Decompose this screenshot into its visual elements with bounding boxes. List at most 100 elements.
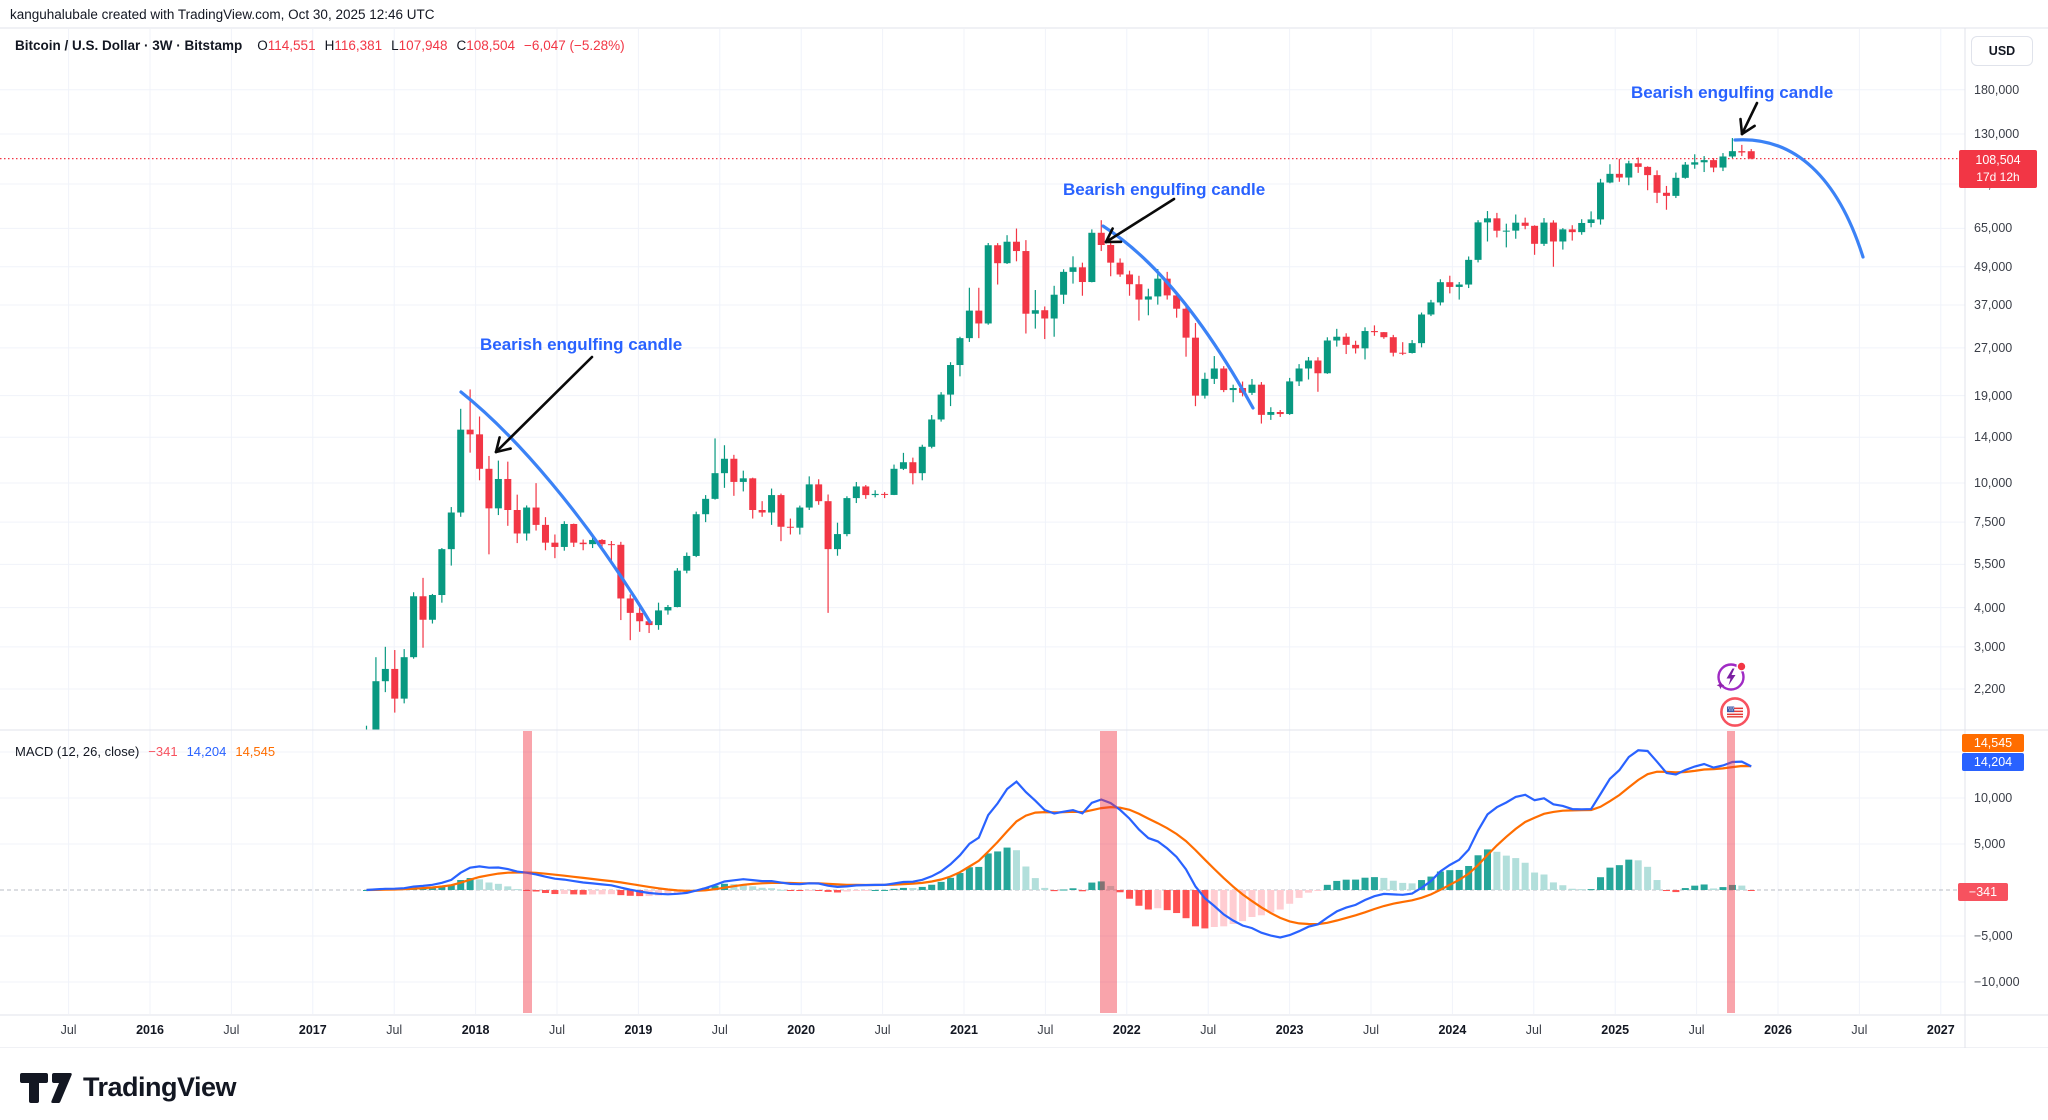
macd-hist-bar [1305, 890, 1312, 893]
candle-body [1578, 222, 1586, 233]
highlight-band [1727, 731, 1735, 1013]
time-tick-label: 2018 [461, 1023, 490, 1037]
candle-body [1521, 222, 1529, 226]
macd-hist-bar [1333, 880, 1341, 890]
candle-body [1597, 182, 1605, 220]
time-tick-label: 2019 [624, 1023, 653, 1037]
macd-hist-bar [476, 879, 484, 890]
candle-body [1634, 163, 1642, 167]
candle-body [1333, 336, 1341, 341]
macd-hist-bar [1163, 890, 1171, 911]
macd-hist-bar [532, 890, 540, 892]
price-tick-label: 14,000 [1974, 430, 2013, 445]
symbol-row[interactable]: Bitcoin / U.S. Dollar · 3W · Bitstamp O1… [15, 38, 625, 53]
candle-body [928, 419, 936, 447]
candle-body [504, 478, 512, 511]
candle-body [805, 484, 813, 508]
macd-hist-bar [1625, 859, 1633, 890]
candle-body [1747, 151, 1755, 159]
macd-hist-bar [824, 890, 832, 892]
annotation-bearish-engulfing-2018[interactable]: Bearish engulfing candle [480, 335, 683, 354]
candle-body [1389, 337, 1397, 353]
price-tick-label: 37,000 [1974, 297, 2013, 312]
macd-hist-bar [1672, 890, 1680, 893]
annotation-arrow [1739, 101, 1759, 136]
candle-body [1220, 368, 1228, 391]
macd-hist-bar [1126, 890, 1134, 899]
macd-hist-bar [513, 889, 521, 891]
candle-body [589, 539, 597, 545]
macd-hist-bar [1267, 890, 1275, 913]
candle-body [692, 514, 700, 556]
macd-hist-bar [1465, 865, 1473, 890]
macd-hist-bar [664, 890, 672, 895]
candle-body [711, 473, 719, 499]
candle-body [513, 510, 521, 534]
candle-body [758, 510, 766, 513]
candle-body [1568, 229, 1576, 233]
symbol-title[interactable]: Bitcoin / U.S. Dollar · 3W · Bitstamp [15, 38, 243, 53]
annotation-bearish-engulfing-2021[interactable]: Bearish engulfing candle [1063, 180, 1266, 199]
macd-hist-bar [1681, 888, 1689, 890]
macd-hist-bar [890, 888, 898, 890]
indicator-title[interactable]: MACD (12, 26, close) [15, 744, 140, 759]
candle-body [739, 478, 747, 482]
macd-hist-bar [636, 890, 644, 897]
candle-body [1615, 173, 1623, 178]
macd-hist-bar [523, 890, 531, 891]
annotation-bearish-engulfing-2025[interactable]: Bearish engulfing candle [1631, 83, 1834, 102]
macd-hist-bar [673, 890, 681, 894]
macd-hist-bar [1719, 887, 1727, 890]
macd-hist-bar [1408, 883, 1416, 890]
macd-hist-bar [1116, 890, 1124, 893]
time-tick-label: Jul [549, 1023, 565, 1037]
candle-body [1700, 160, 1708, 163]
candle-body [1173, 295, 1181, 309]
time-tick-label: Jul [1851, 1023, 1868, 1037]
annotation-arrow [494, 355, 594, 454]
macd-hist-bar [1436, 871, 1444, 890]
macd-hist-bar [1248, 890, 1256, 917]
us-economic-event-icon[interactable] [1718, 695, 1752, 729]
macd-hist-bar [438, 886, 446, 890]
macd-hist-bar [984, 853, 992, 890]
candle-body [881, 493, 889, 495]
macd-hist-bar [1022, 866, 1030, 890]
candle-body [428, 595, 436, 620]
macd-hist-bar [1549, 882, 1557, 890]
macd-hist-bar [796, 890, 804, 891]
ai-event-icon[interactable] [1714, 660, 1748, 694]
candle-body [1455, 284, 1463, 287]
macd-hist-bar [871, 889, 879, 891]
macd-hist-bar [1031, 878, 1039, 890]
ohlc-close: C108,504 [456, 38, 516, 53]
macd-hist-bar [1154, 890, 1162, 909]
macd-lines [366, 749, 1752, 939]
macd-hist-bar [1568, 888, 1576, 890]
macd-hist-bar [777, 889, 785, 891]
candle-body [476, 434, 484, 469]
macd-hist-bar [1606, 867, 1614, 890]
tradingview-logo[interactable]: TradingView [20, 1072, 237, 1103]
macd-hist-bar [909, 888, 917, 890]
candle-body [1549, 222, 1557, 242]
macd-hist-bar [1229, 890, 1237, 924]
macd-hist-bar [1738, 885, 1746, 890]
time-tick-label: 2021 [950, 1023, 978, 1037]
macd-hist-bar [1352, 879, 1360, 890]
ohlc-high: H116,381 [324, 38, 383, 53]
candle-body [1163, 278, 1171, 296]
candle-body [1342, 336, 1350, 345]
macd-hist-bar [494, 883, 502, 890]
candle-body [1248, 384, 1256, 393]
candle-body [1229, 388, 1237, 391]
candle-body [1060, 271, 1068, 295]
candle-body [1644, 166, 1652, 176]
candle-body [1257, 384, 1265, 415]
macd-hist-bar [626, 890, 634, 896]
currency-button[interactable]: USD [1971, 36, 2033, 66]
indicator-row[interactable]: MACD (12, 26, close) −341 14,204 14,545 [15, 744, 275, 759]
macd-hist-bar [843, 890, 851, 892]
projection-curve-2025 [1733, 138, 1865, 259]
